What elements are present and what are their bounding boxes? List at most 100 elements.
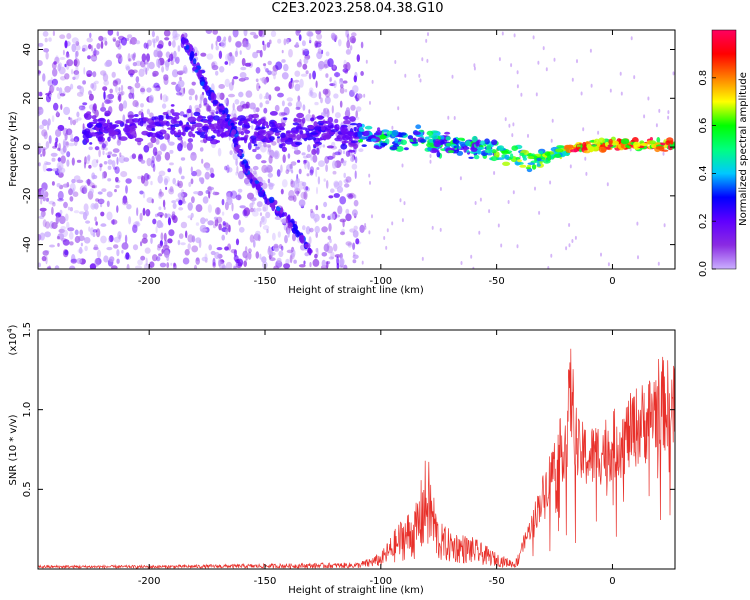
heatmap-cell — [276, 136, 281, 144]
heatmap-cell — [187, 116, 197, 123]
heatmap-cell — [625, 144, 630, 148]
heatmap-cell — [527, 133, 529, 138]
heatmap-cell — [312, 258, 320, 267]
heatmap-cell — [275, 123, 283, 128]
heatmap-cell — [83, 203, 89, 212]
heatmap-x-tick-label: -200 — [138, 276, 161, 287]
heatmap-cell — [314, 101, 319, 106]
heatmap-cell — [207, 204, 212, 213]
heatmap-cell — [274, 247, 279, 252]
heatmap-cell — [255, 251, 260, 259]
heatmap-cell — [200, 52, 207, 57]
heatmap-cell — [45, 51, 49, 60]
heatmap-cell — [370, 138, 377, 142]
heatmap-cell — [300, 73, 308, 77]
heatmap-cell — [312, 154, 318, 163]
heatmap-cell — [330, 251, 335, 259]
heatmap-cell — [70, 83, 74, 90]
heatmap-cell — [50, 83, 56, 92]
heatmap-cell — [230, 113, 234, 118]
heatmap-cell — [205, 85, 208, 91]
heatmap-cell — [180, 242, 186, 246]
heatmap-cell — [106, 246, 113, 251]
heatmap-y-tick-label: -20 — [22, 188, 33, 204]
heatmap-cell — [513, 33, 516, 38]
heatmap-cell — [166, 262, 170, 269]
heatmap-cell — [352, 252, 356, 257]
heatmap-cell — [273, 73, 276, 80]
heatmap-cell — [640, 142, 648, 147]
heatmap-cell — [68, 142, 75, 147]
heatmap-cell — [267, 178, 271, 184]
heatmap-cell — [667, 115, 670, 120]
heatmap-cell — [512, 122, 515, 127]
heatmap-cell — [143, 173, 150, 181]
heatmap-cell — [576, 146, 581, 150]
heatmap-cell — [58, 215, 66, 225]
heatmap-cell — [91, 185, 96, 189]
heatmap-cell — [267, 172, 273, 178]
heatmap-cell — [182, 257, 190, 265]
heatmap-cell — [162, 199, 166, 208]
heatmap-cell — [205, 89, 212, 97]
heatmap-cell — [327, 235, 331, 240]
heatmap-cell — [329, 124, 334, 129]
heatmap-cell — [165, 115, 174, 120]
heatmap-cell — [261, 256, 267, 263]
heatmap-cell — [512, 190, 515, 195]
heatmap-cell — [142, 207, 146, 216]
heatmap-cell — [296, 112, 304, 119]
heatmap-cell — [156, 44, 164, 49]
heatmap-cell — [188, 181, 192, 188]
heatmap-cell — [453, 116, 456, 120]
heatmap-cell — [269, 202, 275, 209]
heatmap-cell — [178, 233, 184, 239]
heatmap-cell — [516, 84, 519, 89]
heatmap-cell — [90, 83, 95, 89]
heatmap-cell — [187, 243, 191, 251]
heatmap-cell — [286, 249, 294, 254]
heatmap-cell — [74, 70, 80, 80]
heatmap-cell — [280, 164, 283, 173]
heatmap-cell — [65, 141, 69, 148]
heatmap-cell — [127, 85, 132, 90]
heatmap-cell — [343, 80, 348, 84]
heatmap-cell — [497, 223, 500, 228]
heatmap-cell — [220, 112, 227, 117]
heatmap-cell — [67, 227, 75, 232]
heatmap-cell — [421, 57, 424, 62]
heatmap-cell — [53, 61, 57, 65]
heatmap-cell — [307, 247, 312, 253]
heatmap-cell — [317, 48, 322, 55]
heatmap-cell — [353, 75, 357, 83]
heatmap-cell — [305, 226, 311, 235]
heatmap-cell — [280, 132, 286, 139]
heatmap-cell — [258, 191, 264, 197]
heatmap-cell — [262, 63, 267, 67]
heatmap-cell — [88, 182, 95, 187]
heatmap-cell — [240, 137, 245, 141]
heatmap-cell — [234, 99, 240, 105]
heatmap-cell — [597, 130, 600, 135]
heatmap-cell — [40, 199, 43, 205]
heatmap-cell — [574, 235, 577, 240]
heatmap-cell — [221, 110, 225, 115]
heatmap-cell — [281, 179, 288, 188]
heatmap-cell — [195, 204, 203, 213]
heatmap-cell — [554, 153, 562, 158]
heatmap-cell — [306, 173, 310, 177]
heatmap-cell — [88, 164, 92, 169]
heatmap-cell — [310, 208, 313, 214]
heatmap-cell — [330, 32, 336, 40]
heatmap-cell — [589, 48, 592, 53]
heatmap-cell — [228, 224, 231, 233]
heatmap-cell — [90, 203, 96, 210]
heatmap-cell — [195, 257, 200, 265]
heatmap-cell — [71, 178, 76, 184]
heatmap-cell — [67, 206, 71, 211]
heatmap-cell — [183, 114, 188, 118]
heatmap-cell — [159, 119, 163, 124]
heatmap-cell — [507, 200, 510, 204]
heatmap-cell — [132, 53, 136, 61]
heatmap-cell — [463, 146, 467, 153]
